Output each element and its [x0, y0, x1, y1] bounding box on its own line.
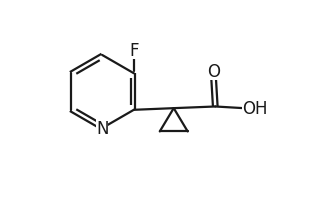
Text: OH: OH	[242, 100, 268, 118]
Text: F: F	[129, 42, 139, 60]
Text: O: O	[207, 63, 220, 81]
Text: N: N	[96, 120, 109, 137]
